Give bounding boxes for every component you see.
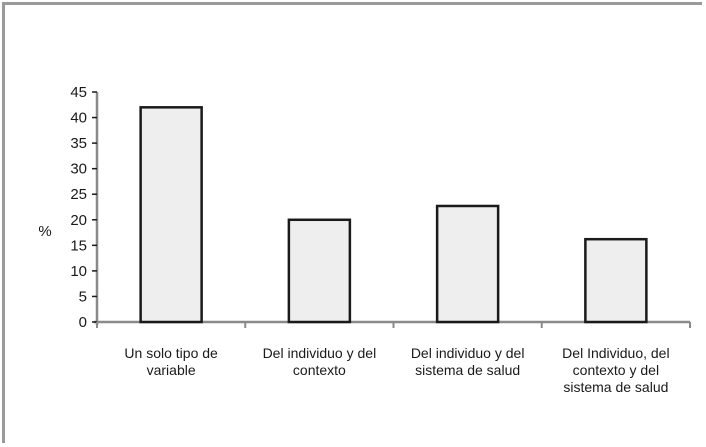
- y-tick-label: 10: [70, 263, 87, 280]
- x-category-label-line: contexto y del: [573, 362, 659, 378]
- y-tick-label: 20: [70, 212, 87, 229]
- y-tick-label: 5: [79, 288, 87, 305]
- x-category-label-line: Del individuo y del: [411, 345, 525, 361]
- y-tick-label: 15: [70, 237, 87, 254]
- y-tick-label: 25: [70, 186, 87, 203]
- x-category-label-line: contexto: [293, 362, 346, 378]
- y-tick-label: 0: [79, 314, 87, 331]
- bar: [435, 204, 500, 324]
- y-tick-label: 30: [70, 161, 87, 178]
- y-tick-label: 40: [70, 110, 87, 127]
- labels: 0 5 10 15 20 25 30 35 40 45% Un solo tipo de variab…: [38, 84, 669, 395]
- bar: [584, 237, 648, 324]
- x-category-label: Del Individuo, del contexto y del sistema …: [562, 345, 669, 395]
- x-category-label-line: Del Individuo, del: [562, 345, 669, 361]
- bars: [139, 106, 648, 324]
- bar: [287, 218, 352, 324]
- x-category-label: Del individuo y del contexto: [263, 345, 377, 378]
- x-category-label-line: sistema de salud: [563, 379, 668, 395]
- x-category-label-line: Un solo tipo de: [124, 345, 218, 361]
- y-axis-label: %: [38, 223, 51, 240]
- x-category-label: Del individuo y del sistema de salud: [411, 345, 525, 378]
- x-category-label-line: sistema de salud: [415, 362, 520, 378]
- y-tick-label: 45: [70, 84, 87, 101]
- bar: [139, 106, 203, 324]
- chart-frame: [2, 2, 702, 443]
- x-category-label: Un solo tipo de variable: [124, 345, 218, 378]
- x-category-label-line: Del individuo y del: [263, 345, 377, 361]
- y-tick-label: 35: [70, 135, 87, 152]
- x-category-label-line: variable: [147, 362, 196, 378]
